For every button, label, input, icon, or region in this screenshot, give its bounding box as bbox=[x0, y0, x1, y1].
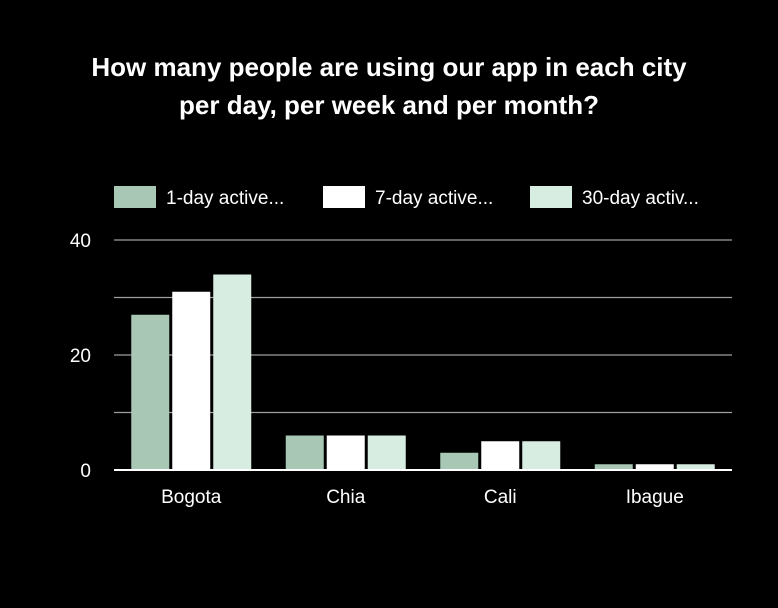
chart-title-line-2: per day, per week and per month? bbox=[179, 90, 599, 120]
x-tick-label: Bogota bbox=[161, 487, 222, 508]
legend-swatch bbox=[530, 186, 572, 208]
bars bbox=[131, 274, 715, 470]
bar-chia-series-3 bbox=[367, 435, 406, 470]
y-tick-label: 0 bbox=[80, 461, 91, 482]
y-tick-label: 20 bbox=[70, 346, 91, 367]
legend-swatch bbox=[323, 186, 365, 208]
y-tick-label: 40 bbox=[70, 231, 91, 252]
bar-ibague-series-3 bbox=[676, 464, 715, 470]
bar-chia-series-1 bbox=[285, 435, 324, 470]
legend-swatch bbox=[114, 186, 156, 208]
bar-chia-series-2 bbox=[326, 435, 365, 470]
chart-title: How many people are using our app in eac… bbox=[0, 48, 778, 124]
legend-label: 7-day active... bbox=[375, 188, 493, 209]
legend-label: 1-day active... bbox=[166, 188, 284, 209]
chart-title-line-1: How many people are using our app in eac… bbox=[91, 52, 687, 82]
bar-ibague-series-1 bbox=[594, 464, 633, 470]
legend: 1-day active... 7-day active... 30-day act… bbox=[114, 186, 699, 209]
y-axis: 0 20 40 bbox=[70, 231, 91, 482]
bar-cali-series-2 bbox=[481, 441, 520, 470]
x-tick-label: Chia bbox=[326, 487, 366, 508]
x-tick-label: Cali bbox=[484, 487, 517, 508]
x-tick-label: Ibague bbox=[626, 487, 684, 508]
legend-label: 30-day activ... bbox=[582, 188, 699, 209]
bar-cali-series-1 bbox=[440, 452, 479, 470]
bar-cali-series-3 bbox=[522, 441, 561, 470]
bar-bogota-series-3 bbox=[213, 274, 252, 470]
bar-bogota-series-1 bbox=[131, 314, 170, 470]
bar-bogota-series-2 bbox=[172, 291, 211, 470]
bar-ibague-series-2 bbox=[635, 464, 674, 470]
x-axis: Bogota Chia Cali Ibague bbox=[114, 469, 732, 508]
